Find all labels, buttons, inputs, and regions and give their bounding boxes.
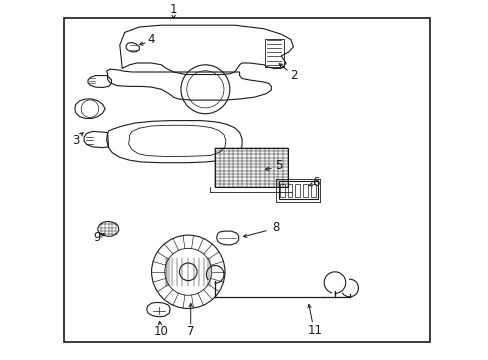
Text: 6: 6: [311, 176, 319, 189]
Text: 1: 1: [169, 3, 177, 15]
Bar: [279, 184, 284, 197]
Bar: [264, 39, 283, 67]
Text: 5: 5: [274, 159, 282, 172]
Text: 2: 2: [289, 69, 297, 82]
Bar: [303, 184, 307, 197]
Text: 11: 11: [307, 324, 322, 337]
Bar: [295, 184, 300, 197]
Bar: [278, 181, 317, 199]
Text: 7: 7: [186, 325, 194, 338]
Bar: [310, 184, 315, 197]
Text: 8: 8: [272, 221, 280, 234]
Text: 4: 4: [147, 33, 155, 46]
Text: 9: 9: [93, 231, 101, 244]
Text: 3: 3: [72, 134, 80, 147]
Text: 10: 10: [154, 325, 168, 338]
Bar: [287, 184, 292, 197]
Bar: [215, 148, 287, 187]
